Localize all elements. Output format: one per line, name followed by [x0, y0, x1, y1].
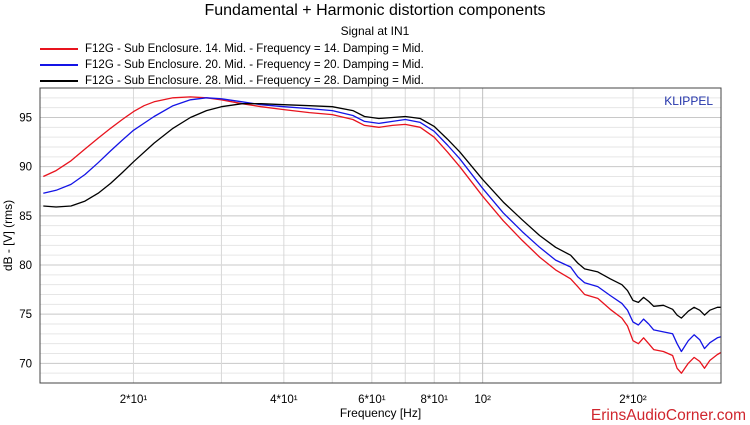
y-tick-labels: 70 75 80 85 90 95	[19, 113, 32, 371]
legend-item: F12G - Sub Enclosure. 20. Mid. - Frequen…	[40, 57, 424, 73]
y-tick-label: 75	[19, 309, 32, 321]
legend-swatch	[40, 48, 78, 50]
x-axis-label: Frequency [Hz]	[340, 406, 421, 420]
legend: F12G - Sub Enclosure. 14. Mid. - Frequen…	[40, 41, 424, 89]
legend-label: F12G - Sub Enclosure. 20. Mid. - Frequen…	[85, 59, 424, 71]
x-tick-label: 8*10¹	[420, 394, 448, 406]
series-line	[43, 103, 721, 319]
series-line	[43, 97, 722, 353]
x-tick-labels: 2*10¹ 4*10¹ 6*10¹ 8*10¹ 10² 2*10²	[120, 394, 647, 406]
plot-frame	[39, 87, 722, 384]
y-tick-label: 70	[19, 358, 32, 370]
chart-subtitle: Signal at IN1	[340, 24, 410, 38]
y-tick-label: 90	[19, 162, 32, 174]
legend-item: F12G - Sub Enclosure. 14. Mid. - Frequen…	[40, 41, 424, 57]
series-lines	[43, 96, 722, 374]
legend-swatch	[40, 80, 78, 82]
y-tick-label: 95	[19, 113, 32, 125]
legend-item: F12G - Sub Enclosure. 28. Mid. - Frequen…	[40, 73, 424, 89]
y-tick-label: 85	[19, 211, 32, 223]
x-tick-label: 6*10¹	[358, 394, 386, 406]
grid	[40, 87, 722, 384]
watermark: ErinsAudioCorner.com	[591, 407, 746, 424]
x-tick-label: 10²	[474, 394, 491, 406]
klippel-brand: KLIPPEL	[664, 94, 713, 108]
chart-title: Fundamental + Harmonic distortion compon…	[204, 2, 546, 19]
x-tick-label: 2*10²	[619, 394, 647, 406]
legend-label: F12G - Sub Enclosure. 28. Mid. - Frequen…	[85, 75, 424, 87]
x-tick-label: 4*10¹	[270, 394, 298, 406]
y-axis-label: dB - [V] (rms)	[1, 200, 15, 271]
legend-swatch	[40, 64, 78, 66]
y-tick-label: 80	[19, 260, 32, 272]
x-tick-label: 2*10¹	[120, 394, 148, 406]
legend-label: F12G - Sub Enclosure. 14. Mid. - Frequen…	[85, 43, 424, 55]
series-line	[43, 96, 722, 374]
